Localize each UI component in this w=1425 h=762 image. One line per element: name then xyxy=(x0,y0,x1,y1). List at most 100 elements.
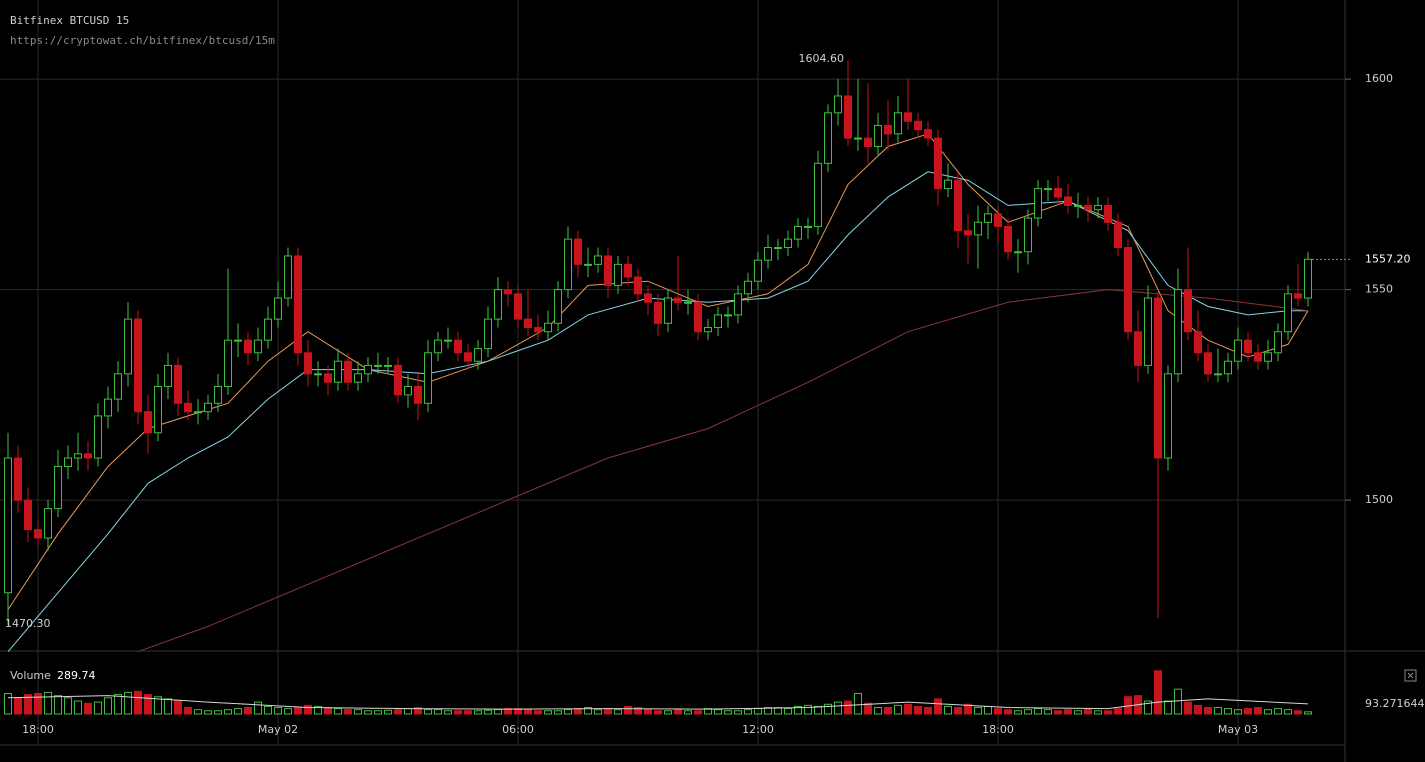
candle-body xyxy=(44,508,52,539)
candle-body xyxy=(1164,373,1172,459)
volume-bar xyxy=(1074,710,1082,715)
volume-bar xyxy=(144,694,152,715)
candle-body xyxy=(874,124,882,148)
volume-bar xyxy=(884,707,892,715)
volume-bar xyxy=(614,709,622,715)
volume-bar xyxy=(274,707,282,715)
volume-bar xyxy=(434,709,442,715)
volume-bar xyxy=(584,707,592,715)
candle-body xyxy=(1214,373,1222,376)
volume-bar xyxy=(674,709,682,715)
volume-bar xyxy=(944,705,952,715)
x-tick-label: May 02 xyxy=(258,723,298,736)
volume-bar xyxy=(1204,707,1212,715)
candle-body xyxy=(754,259,762,282)
volume-bar xyxy=(1094,710,1102,715)
candle-body xyxy=(184,402,192,413)
candle-body xyxy=(1194,331,1202,354)
candle-body xyxy=(1134,331,1142,366)
candle-body xyxy=(104,398,112,417)
volume-bar xyxy=(84,702,92,715)
volume-bar xyxy=(724,710,732,715)
candle-body xyxy=(1184,289,1192,333)
volume-bar xyxy=(14,697,22,715)
volume-bar xyxy=(524,709,532,715)
candle-body xyxy=(174,364,182,404)
volume-bar xyxy=(24,694,32,715)
volume-bar xyxy=(734,710,742,715)
candle-body xyxy=(1204,352,1212,375)
candle-body xyxy=(984,213,992,223)
volume-bar xyxy=(594,709,602,715)
volume-bar xyxy=(1144,700,1152,715)
volume-bar xyxy=(934,698,942,715)
volume-bar xyxy=(664,710,672,715)
volume-bar xyxy=(654,710,662,715)
candle-body xyxy=(544,322,552,333)
candle-body xyxy=(344,360,352,383)
volume-bar xyxy=(364,710,372,715)
candle-body xyxy=(664,297,672,324)
candle-body xyxy=(194,411,202,414)
volume-bar xyxy=(694,710,702,715)
candle-body xyxy=(14,457,22,501)
candle-body xyxy=(1074,204,1082,207)
candle-body xyxy=(724,314,732,317)
volume-bar xyxy=(864,702,872,715)
candle-body xyxy=(964,230,972,236)
volume-bar xyxy=(464,710,472,715)
candle-body xyxy=(784,238,792,249)
candle-body xyxy=(94,415,102,459)
volume-bar xyxy=(904,703,912,715)
volume-bar xyxy=(544,710,552,715)
volume-bar xyxy=(4,692,12,715)
candle-body xyxy=(434,339,442,354)
volume-bar xyxy=(264,705,272,715)
volume-bar xyxy=(54,695,62,715)
volume-bar xyxy=(1274,708,1282,715)
volume-bar xyxy=(814,705,822,715)
volume-bar xyxy=(194,709,202,715)
volume-bar xyxy=(214,710,222,715)
candle-body xyxy=(394,364,402,396)
candle-body xyxy=(84,453,92,459)
candle-body xyxy=(214,385,222,404)
candle-body xyxy=(1254,352,1262,362)
candle-body xyxy=(764,247,772,261)
volume-bar xyxy=(784,708,792,715)
volume-bar xyxy=(104,697,112,715)
close-button[interactable] xyxy=(1404,669,1417,682)
chart-title: Bitfinex BTCUSD 15 xyxy=(10,14,129,27)
candle-body xyxy=(1144,297,1152,366)
high-label: 1604.60 xyxy=(799,52,845,65)
candle-body xyxy=(1034,188,1042,219)
volume-bar xyxy=(1224,708,1232,715)
candle-body xyxy=(674,297,682,303)
candle-body xyxy=(1224,360,1232,375)
candle-body xyxy=(904,112,912,122)
volume-bar xyxy=(1024,709,1032,715)
volume-bar xyxy=(414,707,422,715)
candle-body xyxy=(914,120,922,131)
candle-body xyxy=(284,255,292,299)
candle-body xyxy=(894,112,902,135)
candle-body xyxy=(384,364,392,367)
volume-bar xyxy=(454,710,462,715)
volume-bar xyxy=(924,707,932,715)
candle-body xyxy=(324,373,332,383)
last-price-label: 1557.20 xyxy=(1365,252,1411,265)
volume-bar xyxy=(624,705,632,715)
volume-bar xyxy=(854,692,862,715)
candle-body xyxy=(1104,204,1112,223)
volume-value: 289.74 xyxy=(57,669,96,682)
plot: 1500 1550 1600 18:00 May 02 06:00 12:00 18:00 Ma… xyxy=(0,0,1425,745)
volume-bar xyxy=(744,709,752,715)
candle-body xyxy=(1044,188,1052,191)
volume-bar xyxy=(484,709,492,715)
volume-bar xyxy=(174,700,182,715)
volume-bar xyxy=(1064,709,1072,715)
volume-bar xyxy=(1214,707,1222,715)
candle-body xyxy=(254,339,262,354)
candle-body xyxy=(34,529,42,539)
